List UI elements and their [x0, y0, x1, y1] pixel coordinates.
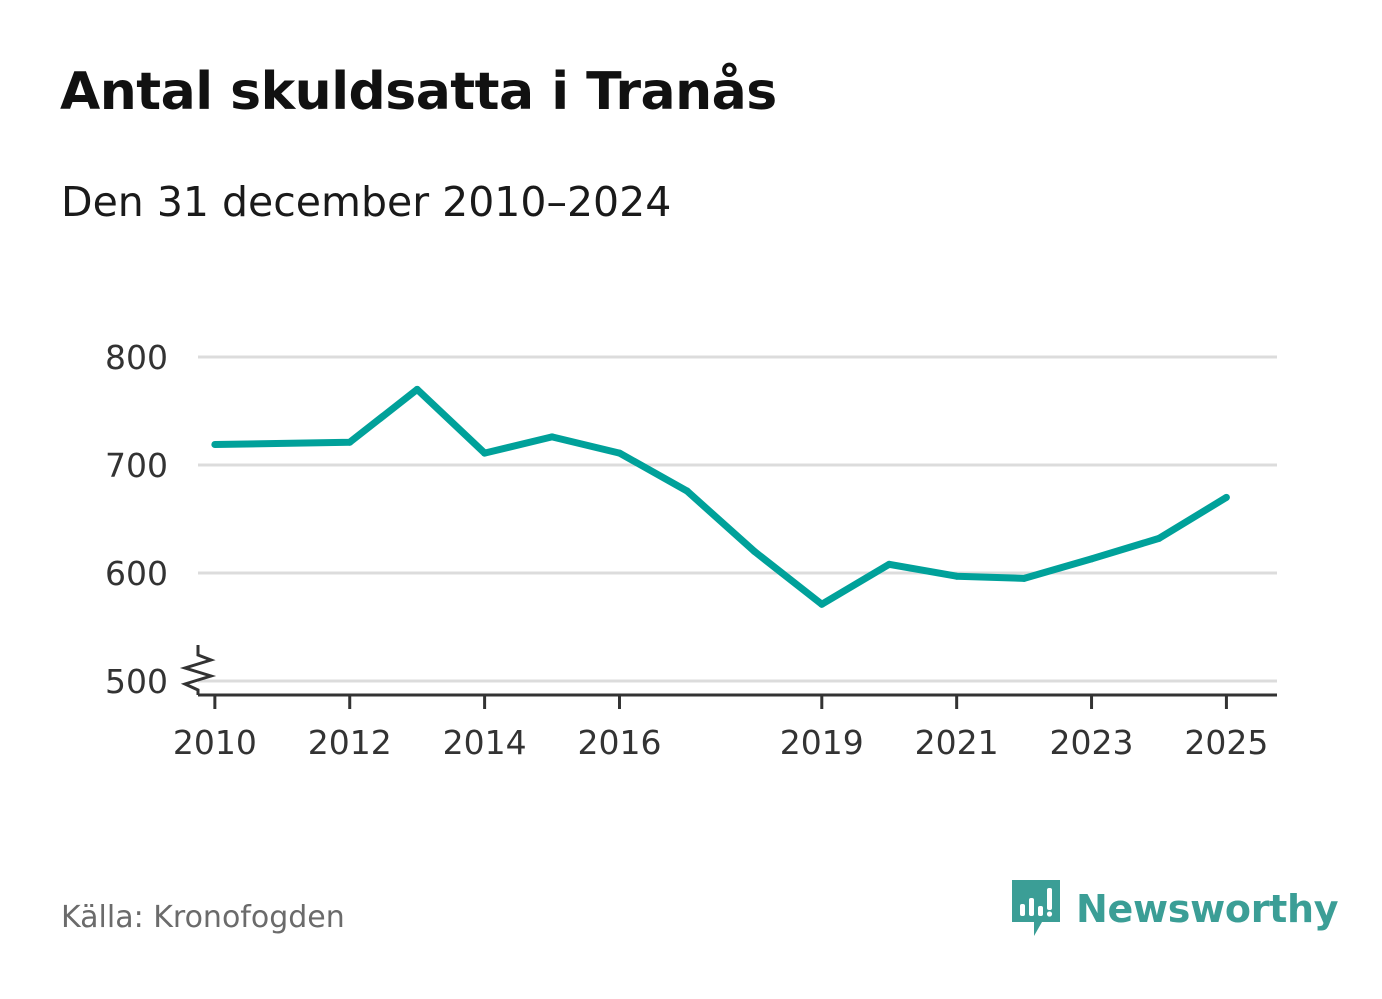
y-tick-label: 500 [105, 662, 168, 701]
series-layer [211, 385, 1230, 608]
y-tick-label: 800 [105, 338, 168, 377]
data-point [548, 433, 556, 441]
data-point [1155, 534, 1163, 542]
x-tick-label: 2016 [577, 723, 661, 762]
data-point [683, 487, 691, 495]
data-point [211, 440, 219, 448]
gridlines [198, 355, 1277, 683]
x-tick-label: 2019 [780, 723, 864, 762]
data-point [1222, 493, 1230, 501]
x-tick-label: 2023 [1050, 723, 1134, 762]
data-point [750, 547, 758, 555]
chart-title: Antal skuldsatta i Tranås [60, 62, 777, 122]
y-axis: 500 600 700 800 [105, 338, 168, 701]
data-point [346, 438, 354, 446]
x-axis [198, 693, 1277, 709]
brand-name: Newsworthy [1076, 887, 1339, 931]
x-tick-label: 2014 [443, 723, 527, 762]
data-point [615, 449, 623, 457]
axis-break-zigzag [179, 645, 217, 695]
data-point [481, 449, 489, 457]
y-tick-label: 700 [105, 446, 168, 485]
x-tick-label: 2025 [1184, 723, 1268, 762]
x-axis-labels: 2010 2012 2014 2016 2019 2021 2023 2025 [173, 723, 1269, 762]
data-point [953, 572, 961, 580]
chart-subtitle: Den 31 december 2010–2024 [61, 178, 672, 226]
axis-break-icon [179, 645, 217, 695]
data-point [1020, 574, 1028, 582]
data-point [885, 560, 893, 568]
data-point [413, 385, 421, 393]
x-tick-label: 2012 [308, 723, 392, 762]
x-tick-label: 2021 [915, 723, 999, 762]
data-point [1088, 555, 1096, 563]
newsworthy-logo-icon [1012, 880, 1060, 936]
brand-logo: Newsworthy [1010, 878, 1339, 940]
source-note: Källa: Kronofogden [61, 900, 345, 935]
data-point [818, 600, 826, 608]
y-tick-label: 600 [105, 554, 168, 593]
x-tick-label: 2010 [173, 723, 257, 762]
